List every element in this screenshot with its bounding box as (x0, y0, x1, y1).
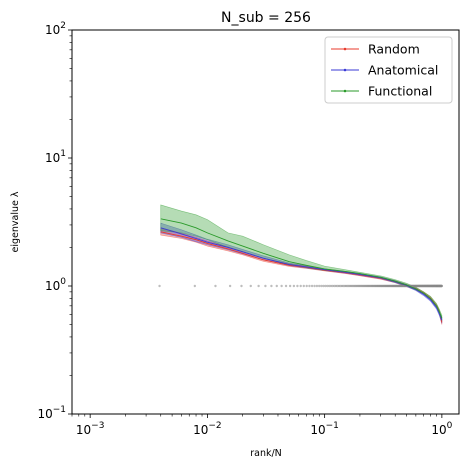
reference-point (324, 284, 327, 288)
legend-label-random: Random (368, 42, 420, 57)
y-tick-label: 100 (45, 277, 66, 293)
reference-point (240, 284, 243, 288)
x-tick-label: 10−1 (310, 421, 339, 437)
reference-points (158, 284, 444, 288)
band-functional (160, 204, 443, 322)
reference-point (440, 284, 444, 288)
band-random (160, 227, 443, 325)
reference-point (288, 284, 292, 288)
x-tick-label: 10−2 (193, 421, 222, 437)
reference-point (292, 284, 296, 288)
reference-point (329, 284, 333, 288)
legend-marker-anatomical (343, 68, 347, 72)
line-anatomical (160, 227, 443, 321)
legend-label-functional: Functional (368, 84, 432, 99)
reference-point (299, 284, 302, 288)
reference-point (280, 284, 283, 288)
chart-title: N_sub = 256 (221, 10, 311, 26)
reference-point (305, 284, 308, 288)
confidence-bands (160, 204, 443, 325)
legend: Random Anatomical Functional (324, 36, 453, 104)
reference-point (327, 284, 331, 288)
y-tick-label: 102 (45, 21, 66, 37)
y-axis-ticks: 10−1 100 101 102 (37, 21, 72, 421)
reference-point (284, 284, 288, 288)
legend-marker-random (343, 47, 347, 51)
reference-point (158, 284, 161, 288)
legend-label-anatomical: Anatomical (368, 63, 438, 78)
y-axis-label: eigenvalue λ (10, 191, 21, 252)
reference-point (331, 284, 334, 288)
reference-point (228, 284, 232, 288)
y-tick-label: 10−1 (37, 405, 66, 421)
reference-point (315, 284, 319, 288)
reference-point (193, 284, 197, 288)
reference-point (264, 284, 267, 288)
line-random (160, 231, 443, 323)
reference-point (302, 284, 305, 288)
reference-point (313, 284, 316, 288)
reference-point (214, 284, 217, 288)
reference-point (310, 284, 314, 288)
plot-frame (71, 29, 460, 415)
reference-point (249, 284, 252, 288)
line-functional (160, 218, 443, 319)
x-axis-ticks: 10−3 10−2 10−1 100 (71, 414, 453, 437)
reference-point (326, 284, 329, 288)
reference-point (320, 284, 323, 288)
reference-point (308, 284, 311, 288)
x-tick-label: 10−3 (76, 421, 105, 437)
series-lines (160, 218, 443, 323)
reference-point (317, 284, 321, 288)
reference-point (270, 284, 273, 288)
y-tick-label: 101 (45, 149, 66, 165)
reference-point (322, 284, 325, 288)
reference-point (275, 284, 278, 288)
reference-point (257, 284, 260, 288)
x-axis-label: rank/N (250, 448, 282, 459)
legend-marker-functional (343, 89, 347, 93)
reference-point (296, 284, 299, 288)
x-tick-label: 100 (431, 421, 452, 437)
legend-box (324, 36, 453, 104)
